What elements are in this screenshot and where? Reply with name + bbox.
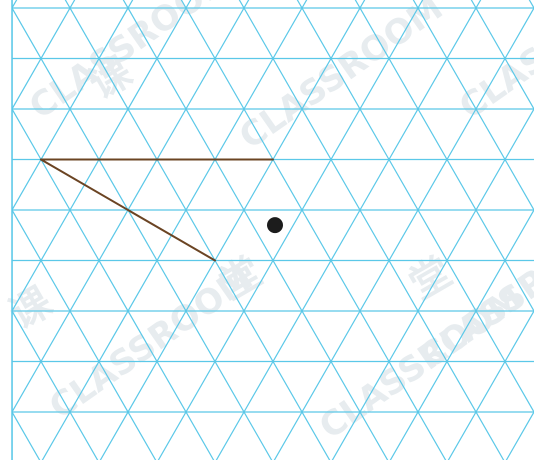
grid-diagonal-line xyxy=(12,0,192,313)
grid-diagonal-line xyxy=(12,410,41,460)
grid-diagonal-line xyxy=(412,0,534,212)
grid-diagonal-line xyxy=(12,0,76,111)
grid-diagonal-line xyxy=(447,309,534,460)
grid-diagonal-line xyxy=(41,0,308,460)
grid-diagonal-line xyxy=(389,208,534,460)
grid-diagonal-line xyxy=(180,0,447,460)
watermark-glyph: 堂 xyxy=(402,249,460,309)
watermark-text: CLASSROOM xyxy=(22,0,240,127)
grid-diagonal-line xyxy=(12,0,18,10)
grid-diagonal-line xyxy=(12,309,99,460)
grid-diagonal-line xyxy=(12,208,157,460)
grid-diagonal-line xyxy=(12,0,134,212)
drawn-segments xyxy=(40,158,274,262)
center-point xyxy=(267,217,283,234)
grid-diagonal-line xyxy=(238,0,505,460)
grid-diagonal-line xyxy=(12,0,250,414)
grid-diagonal-line xyxy=(354,0,534,313)
watermark-glyph: 课 xyxy=(2,278,61,338)
grid-diagonal-line xyxy=(12,6,273,460)
segment-slant xyxy=(40,158,216,262)
grid-diagonal-line xyxy=(215,0,482,460)
grid-diagonal-line xyxy=(331,107,534,460)
grid-diagonal-line xyxy=(64,0,331,460)
grid-diagonal-line xyxy=(273,6,534,460)
grid-diagonal-line xyxy=(99,0,366,460)
watermark-text: CLASSROOM xyxy=(452,0,534,127)
grid-diagonal-line xyxy=(122,0,389,460)
marked-point xyxy=(267,217,283,234)
grid-diagonal-line xyxy=(12,107,215,460)
grid-diagonal-line xyxy=(157,0,424,460)
grid-diagonal-line xyxy=(470,0,534,111)
grid-diagonal-line xyxy=(296,0,534,414)
watermark-text: CLASSROOM xyxy=(232,0,450,157)
